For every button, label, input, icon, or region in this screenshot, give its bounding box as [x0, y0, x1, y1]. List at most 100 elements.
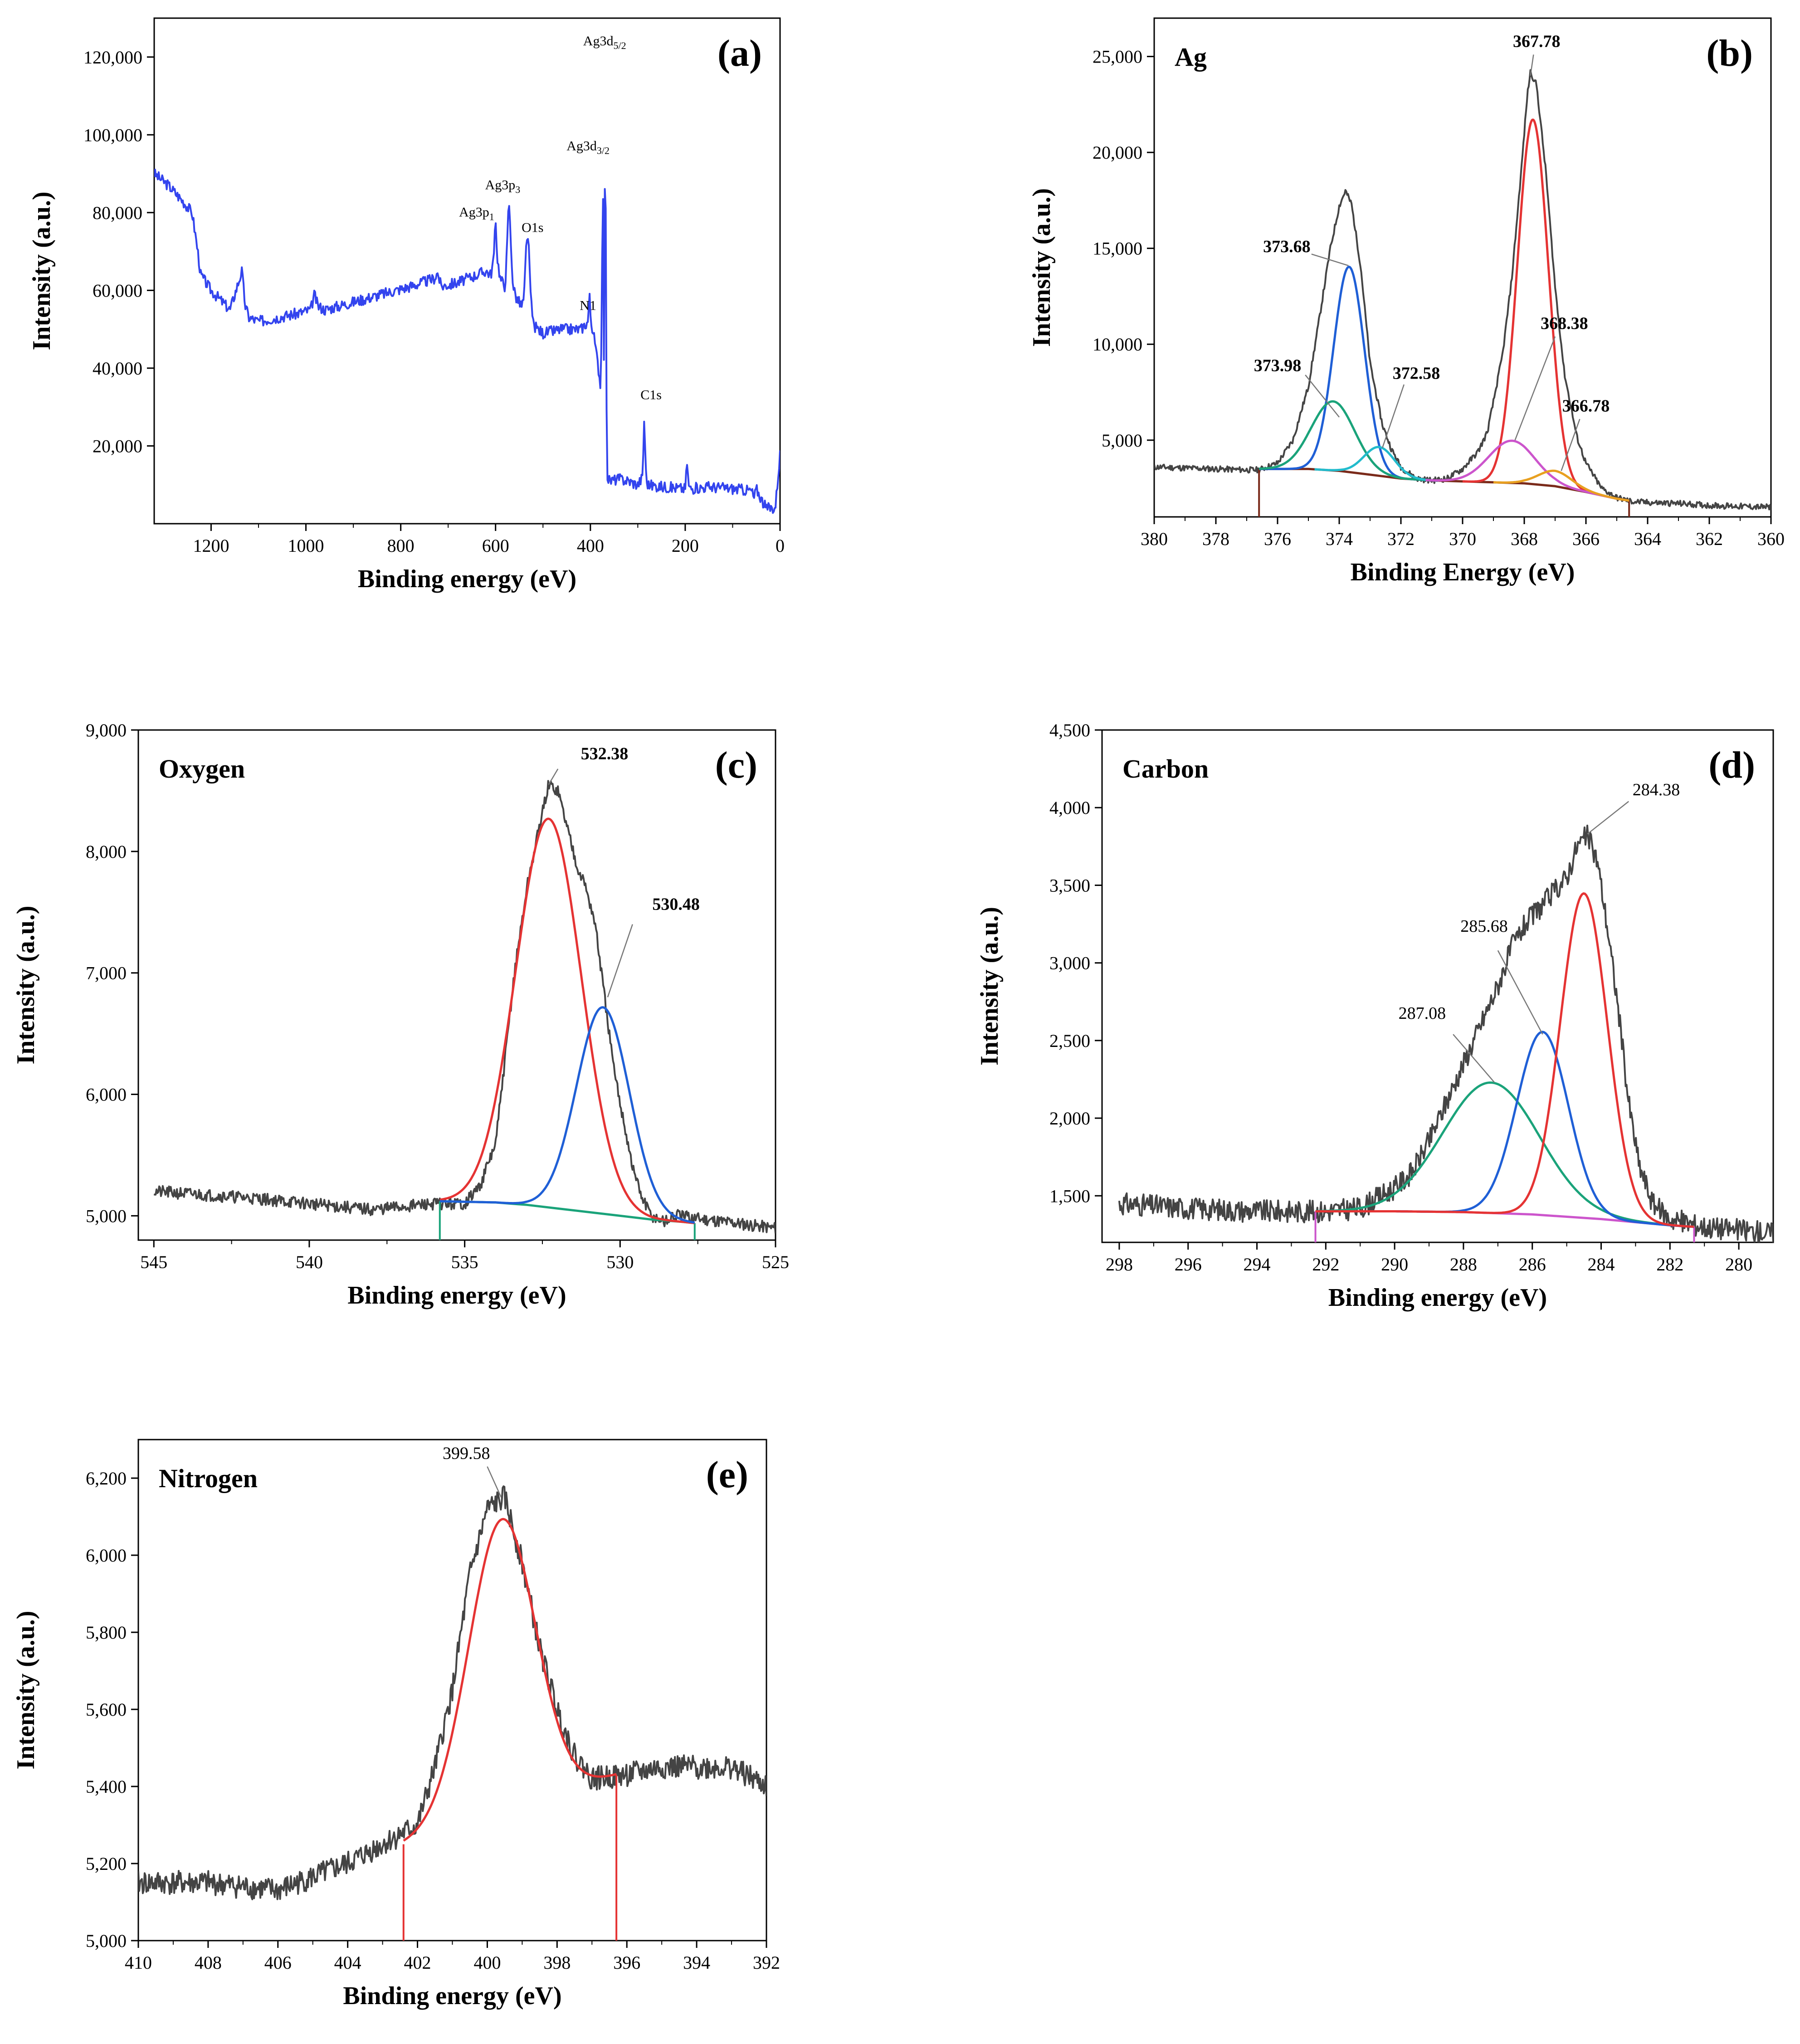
series-background — [1315, 1210, 1694, 1228]
annotation-leader — [1514, 336, 1556, 441]
x-tick-label: 376 — [1264, 529, 1291, 549]
panel-title: Nitrogen — [159, 1464, 258, 1493]
series-raw — [1154, 69, 1771, 511]
series-peak-284-38 — [1315, 892, 1694, 1228]
series-raw — [138, 1485, 766, 1900]
x-tick-label: 0 — [776, 535, 785, 556]
y-tick-label: 3,500 — [1049, 875, 1090, 895]
x-tick-label: 366 — [1572, 529, 1600, 549]
annotation-leader — [1453, 1034, 1495, 1083]
x-tick-label: 380 — [1141, 529, 1168, 549]
annotation: 399.58 — [443, 1444, 490, 1463]
x-tick-label: 296 — [1175, 1254, 1202, 1275]
x-tick-label: 535 — [451, 1252, 478, 1272]
x-tick-label: 406 — [264, 1952, 292, 1973]
x-tick-label: 402 — [404, 1952, 431, 1973]
series-fit — [403, 1518, 617, 1842]
x-tick-label: 530 — [606, 1252, 634, 1272]
y-tick-label: 5,000 — [86, 1206, 127, 1226]
annotation: 372.58 — [1393, 364, 1440, 383]
annotation: 532.38 — [581, 744, 629, 763]
y-tick-label: 4,000 — [1049, 798, 1090, 818]
panel-title: Carbon — [1122, 754, 1209, 784]
panel-label: (b) — [1706, 32, 1753, 74]
y-axis-label: Intensity (a.u.) — [28, 191, 56, 350]
x-tick-label: 394 — [683, 1952, 710, 1973]
annotation: 366.78 — [1562, 396, 1610, 415]
x-axis-label: Binding energy (eV) — [347, 1281, 566, 1309]
y-axis-label: Intensity (a.u.) — [12, 905, 40, 1064]
x-tick-label: 374 — [1326, 529, 1353, 549]
x-tick-label: 400 — [577, 535, 604, 556]
y-tick-label: 2,000 — [1049, 1108, 1090, 1129]
x-tick-label: 396 — [613, 1952, 640, 1973]
y-axis-label: Intensity (a.u.) — [12, 1611, 40, 1769]
y-tick-label: 4,500 — [1049, 720, 1090, 740]
x-tick-label: 200 — [672, 535, 699, 556]
annotation: 368.38 — [1541, 314, 1588, 333]
annotation-leader — [1497, 950, 1543, 1035]
series-peak-532-38 — [439, 818, 695, 1224]
x-tick-label: 400 — [473, 1952, 501, 1973]
plot-frame — [137, 729, 776, 1241]
series-peak-366-78 — [1493, 469, 1630, 502]
x-tick-label: 370 — [1449, 529, 1476, 549]
x-tick-label: 294 — [1244, 1254, 1271, 1275]
panel-d: 298 296 294 292 290 288 286 284 282 280 1,500 2,000… — [976, 720, 1774, 1312]
annotation: 530.48 — [652, 895, 700, 914]
annotation: Ag3p1 — [459, 204, 494, 222]
plot-area — [153, 780, 776, 1240]
panel-a: 1200 1000 800 600 400 200 0 20,000 40,000 60,000 8… — [28, 17, 785, 593]
series-peak-287-08 — [1315, 1081, 1694, 1228]
series-background — [439, 1200, 695, 1224]
panel-label: (a) — [717, 32, 762, 74]
panel-e: 410 408 406 404 402 400 398 396 394 392 5,000 5,200… — [12, 1439, 780, 2010]
y-axis-label: Intensity (a.u.) — [976, 907, 1004, 1066]
annotation: 373.98 — [1254, 356, 1302, 375]
annotation: Ag3p3 — [485, 177, 521, 195]
y-tick-label: 100,000 — [83, 125, 142, 145]
annotation: 367.78 — [1513, 32, 1561, 51]
annotation-leader — [487, 1466, 502, 1498]
x-tick-label: 1000 — [288, 535, 324, 556]
y-tick-label: 80,000 — [93, 203, 142, 223]
annotation: Ag3d5/2 — [583, 34, 626, 51]
panel-label: (e) — [706, 1454, 748, 1496]
annotation: Ag3d3/2 — [566, 139, 610, 156]
y-tick-label: 8,000 — [86, 842, 127, 862]
panel-label: (d) — [1708, 744, 1755, 786]
annotation-leader — [607, 924, 633, 998]
x-tick-label: 280 — [1725, 1254, 1752, 1275]
annotation-leader — [1382, 384, 1405, 448]
annotation-leader — [1587, 801, 1629, 835]
plot-area — [1118, 824, 1773, 1242]
x-tick-label: 540 — [296, 1252, 323, 1272]
y-tick-label: 9,000 — [86, 720, 127, 740]
x-tick-label: 364 — [1634, 529, 1661, 549]
annotation-leader — [548, 769, 559, 785]
x-tick-label: 600 — [482, 535, 509, 556]
x-axis-label: Binding Energy (eV) — [1351, 558, 1575, 586]
annotation: 373.68 — [1263, 237, 1311, 256]
x-tick-label: 282 — [1656, 1254, 1683, 1275]
plot-frame — [153, 17, 781, 525]
plot-area — [154, 169, 780, 514]
x-tick-label: 1200 — [193, 535, 229, 556]
series-raw — [153, 780, 776, 1234]
y-tick-label: 20,000 — [1093, 142, 1142, 163]
x-tick-label: 372 — [1387, 529, 1415, 549]
y-tick-label: 6,000 — [86, 1545, 127, 1566]
y-tick-label: 10,000 — [1093, 334, 1142, 355]
annotation: N1 — [580, 298, 596, 313]
x-tick-label: 288 — [1450, 1254, 1477, 1275]
series-peak-373-98 — [1259, 400, 1432, 482]
y-tick-label: 5,600 — [86, 1699, 127, 1720]
x-tick-label: 362 — [1696, 529, 1723, 549]
x-tick-label: 398 — [543, 1952, 571, 1973]
series-peak-530-48 — [439, 1006, 695, 1224]
x-tick-label: 545 — [140, 1252, 167, 1272]
x-tick-label: 525 — [762, 1252, 789, 1272]
x-axis-label: Binding energy (eV) — [358, 565, 576, 593]
x-tick-label: 800 — [387, 535, 415, 556]
series-background — [1259, 467, 1629, 502]
